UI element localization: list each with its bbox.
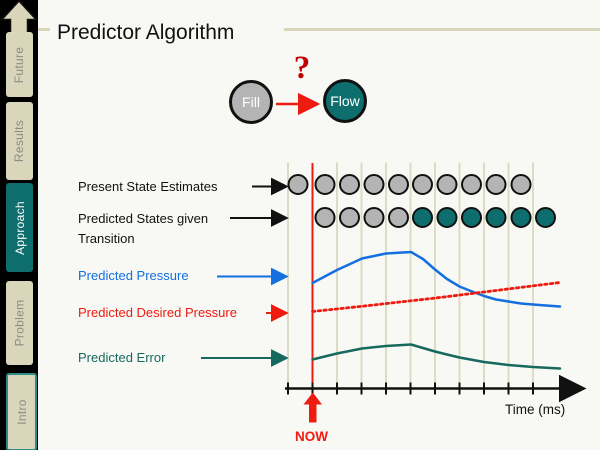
question-mark: ?	[293, 50, 311, 86]
sidebar-tab-intro[interactable]: Intro	[6, 373, 37, 450]
now-up-arrow-icon	[303, 392, 322, 423]
predicted-states-circle	[388, 207, 409, 228]
sidebar-tab-label: Approach	[12, 200, 27, 255]
sidebar-nav: Future Results Approach Problem Intro	[0, 0, 38, 450]
x-axis-ticks	[287, 382, 534, 395]
series-predicted-desired-pressure	[311, 281, 562, 313]
predicted-states-circle	[535, 207, 556, 228]
fill-state-node: Fill	[229, 80, 273, 124]
predicted-pressure-label: Predicted Pressure	[78, 268, 189, 283]
present-state-estimates-circle	[412, 174, 433, 195]
predicted-desired-pressure-label: Predicted Desired Pressure	[78, 305, 237, 320]
predicted-error-label: Predicted Error	[78, 350, 166, 365]
title-rule-right	[284, 28, 600, 31]
time-axis-label: Time (ms)	[505, 402, 566, 417]
present-states-label: Present State Estimates	[78, 179, 218, 194]
chart-series-lines	[311, 250, 562, 370]
present-state-estimates-circle	[485, 174, 507, 195]
predicted-states-circle	[461, 207, 482, 228]
predicted-states-circle	[485, 207, 507, 228]
sidebar-tab-approach[interactable]: Approach	[6, 183, 33, 272]
present-state-estimates-circle	[314, 174, 336, 195]
sidebar-tab-label: Results	[12, 119, 27, 163]
sidebar-tab-label: Future	[12, 46, 27, 83]
predicted-states-circle	[412, 207, 433, 228]
predicted-states-circle	[339, 207, 360, 228]
predicted-states-label-line2: Transition	[78, 231, 135, 246]
state-circle-rows	[287, 174, 556, 228]
sidebar-tab-label: Intro	[14, 399, 29, 425]
present-state-estimates-circle	[388, 174, 409, 195]
predicted-states-label: Predicted States given Transition	[78, 209, 208, 249]
flow-state-label: Flow	[330, 93, 360, 109]
series-predicted-pressure	[311, 250, 562, 308]
predicted-states-label-line1: Predicted States given	[78, 211, 209, 226]
present-state-estimates-circle	[510, 174, 532, 195]
predicted-states-circle	[510, 207, 532, 228]
sidebar-tab-results[interactable]: Results	[6, 102, 33, 180]
now-label: NOW	[295, 429, 328, 444]
sidebar-tab-future[interactable]: Future	[6, 32, 33, 97]
predicted-states-circle	[436, 207, 458, 228]
fill-state-label: Fill	[242, 94, 260, 110]
sidebar-tab-label: Problem	[12, 299, 27, 347]
series-predicted-error	[311, 343, 562, 370]
slide-title: Predictor Algorithm	[57, 21, 235, 44]
predicted-states-circle	[363, 207, 385, 228]
present-state-estimates-circle	[461, 174, 482, 195]
sidebar-tab-problem[interactable]: Problem	[6, 281, 33, 365]
present-state-estimates-circle	[436, 174, 458, 195]
predicted-states-circle	[314, 207, 336, 228]
present-state-estimates-circle	[287, 174, 309, 195]
present-state-estimates-circle	[339, 174, 360, 195]
flow-state-node: Flow	[323, 79, 367, 123]
title-rule-left	[38, 28, 50, 31]
chart-gridlines	[287, 162, 534, 388]
up-arrow-icon	[0, 0, 38, 34]
present-state-estimates-circle	[363, 174, 385, 195]
